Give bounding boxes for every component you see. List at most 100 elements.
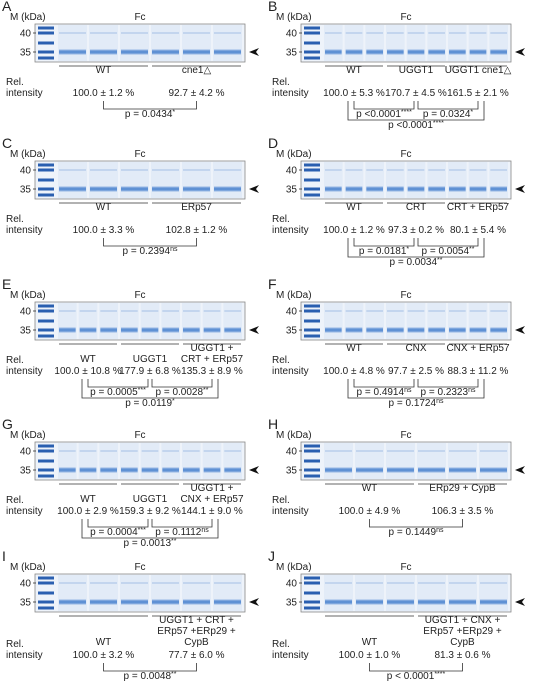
lane <box>427 303 446 339</box>
intensity-value: 97.7 ± 2.5 % <box>388 366 444 377</box>
lane <box>182 443 201 479</box>
group-label: CypB <box>184 637 209 648</box>
p-significance: ns <box>170 246 178 253</box>
p-text: p = 0.0034 <box>390 257 438 268</box>
fc-band <box>214 186 241 192</box>
marker-label: M (kDa) <box>276 430 312 441</box>
fc-band <box>141 467 159 473</box>
p-text: p = 0.0434 <box>125 109 173 120</box>
p-value: p = 0.0048** <box>124 671 177 682</box>
group-label: WT <box>362 483 378 494</box>
ladder-band <box>304 606 320 610</box>
faint-band <box>141 310 159 312</box>
p-text: p = 0.0005 <box>90 387 138 398</box>
fc-band <box>418 599 445 605</box>
intensity-value: 106.3 ± 3.5 % <box>432 506 494 517</box>
p-significance: ** <box>171 538 177 545</box>
p-text: p = 0.0028 <box>156 387 204 398</box>
ladder-band <box>38 328 54 332</box>
ladder-band <box>38 468 54 472</box>
intensity-value: 159.3 ± 9.2 % <box>119 506 181 517</box>
rel-label: Rel. <box>272 214 290 225</box>
fc-band <box>59 467 76 473</box>
marker-size: 35 <box>20 48 32 59</box>
marker-label: M (kDa) <box>10 12 46 23</box>
faint-band <box>345 310 363 312</box>
lane <box>479 575 508 611</box>
group-label: UGGT1 <box>399 65 434 76</box>
faint-band <box>480 582 507 584</box>
ladder-band <box>304 444 320 448</box>
marker-label: M (kDa) <box>276 562 312 573</box>
lane <box>161 443 180 479</box>
lane <box>479 443 508 479</box>
rel-label: intensity <box>6 225 43 236</box>
group-label: UGGT1 + <box>190 343 233 354</box>
ladder-band <box>38 334 54 338</box>
arrowhead <box>249 466 259 474</box>
faint-band <box>345 169 363 171</box>
faint-band <box>224 310 241 312</box>
group-label: UGGT1 <box>133 354 168 365</box>
marker-label: M (kDa) <box>276 149 312 160</box>
lane <box>58 162 87 198</box>
panel-letter: D <box>268 135 278 151</box>
lane <box>427 25 446 61</box>
fc-band <box>428 186 445 192</box>
p-bracket <box>103 663 197 672</box>
p-text: p = 0.0181 <box>359 246 407 257</box>
faint-band <box>162 450 179 452</box>
ladder-band <box>38 168 54 172</box>
fc-band <box>387 467 414 473</box>
p-value: p <0.0001**** <box>356 109 412 120</box>
p-bracket <box>417 101 479 110</box>
group-label: WT <box>96 65 112 76</box>
group-label: CNX + ERp57 <box>446 343 510 354</box>
p-bracket <box>103 238 197 247</box>
p-text: p = 0.0013 <box>124 538 172 549</box>
p-bracket <box>347 379 485 399</box>
lane <box>406 162 426 198</box>
lane <box>489 303 508 339</box>
rel-label: intensity <box>6 650 43 661</box>
group-label: cne1△ <box>182 65 212 76</box>
fc-band <box>469 49 487 55</box>
faint-band <box>469 169 487 171</box>
ladder-band <box>304 468 320 472</box>
faint-band <box>490 310 507 312</box>
fc-band <box>59 599 86 605</box>
ladder-band <box>38 56 54 60</box>
fc-band <box>59 49 86 55</box>
lane <box>468 162 488 198</box>
ladder-band <box>38 591 54 595</box>
ladder-band <box>304 459 320 463</box>
faint-band <box>152 32 179 34</box>
faint-band <box>59 450 76 452</box>
faint-band <box>366 169 383 171</box>
gel-title: Fc <box>134 430 145 441</box>
faint-band <box>90 582 117 584</box>
lane <box>386 162 405 198</box>
lane <box>355 443 384 479</box>
marker-size: 35 <box>286 185 298 196</box>
fc-band <box>366 49 383 55</box>
lane <box>223 443 242 479</box>
p-value: p = 0.0181* <box>359 246 410 257</box>
faint-band <box>59 169 86 171</box>
p-bracket <box>81 519 219 539</box>
rel-label: intensity <box>6 366 43 377</box>
lane <box>344 25 364 61</box>
p-bracket <box>151 519 213 528</box>
gel-title: Fc <box>400 562 411 573</box>
lane <box>448 25 467 61</box>
lane <box>386 25 405 61</box>
faint-band <box>490 169 507 171</box>
lane <box>324 303 343 339</box>
p-value: p = 0.0434* <box>125 109 176 120</box>
ladder-band <box>38 178 54 182</box>
fc-band <box>356 599 383 605</box>
p-bracket <box>87 379 149 388</box>
fc-band <box>428 327 445 333</box>
lane <box>89 162 118 198</box>
faint-band <box>407 32 425 34</box>
